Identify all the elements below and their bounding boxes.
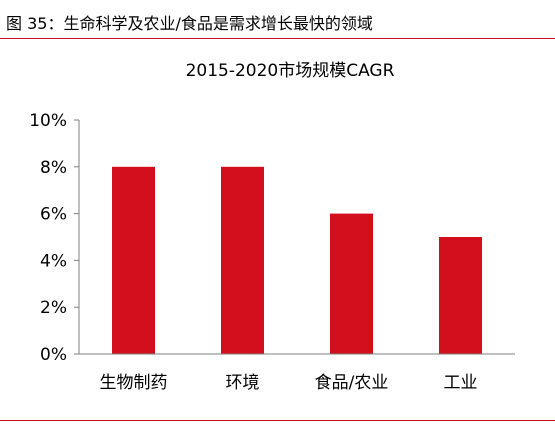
figure-title: 图 35：生命科学及农业/食品是需求增长最快的领域 [6, 14, 373, 33]
y-tick-label: 2% [40, 298, 67, 318]
chart-title: 2015-2020市场规模CAGR [186, 61, 395, 81]
bars [112, 166, 482, 354]
y-tick-label: 10% [29, 111, 67, 131]
top-rule [0, 38, 555, 39]
bar-1 [221, 166, 264, 354]
x-axis: 生物制药 环境 食品/农业 工业 [79, 353, 515, 393]
y-tick-label: 4% [40, 251, 67, 271]
y-tick-label: 8% [40, 158, 67, 178]
bar-3 [439, 237, 482, 354]
x-category-label: 食品/农业 [315, 373, 389, 393]
bottom-rule [0, 420, 555, 421]
y-tick-label: 0% [40, 345, 67, 365]
bar-0 [112, 166, 155, 354]
bar-2 [330, 213, 373, 354]
y-axis: 0% 2% 4% 6% 8% 10% [29, 111, 80, 365]
x-category-label: 工业 [444, 373, 478, 393]
y-tick-label: 6% [40, 205, 67, 225]
x-category-label: 环境 [226, 373, 260, 393]
x-category-label: 生物制药 [100, 373, 168, 393]
